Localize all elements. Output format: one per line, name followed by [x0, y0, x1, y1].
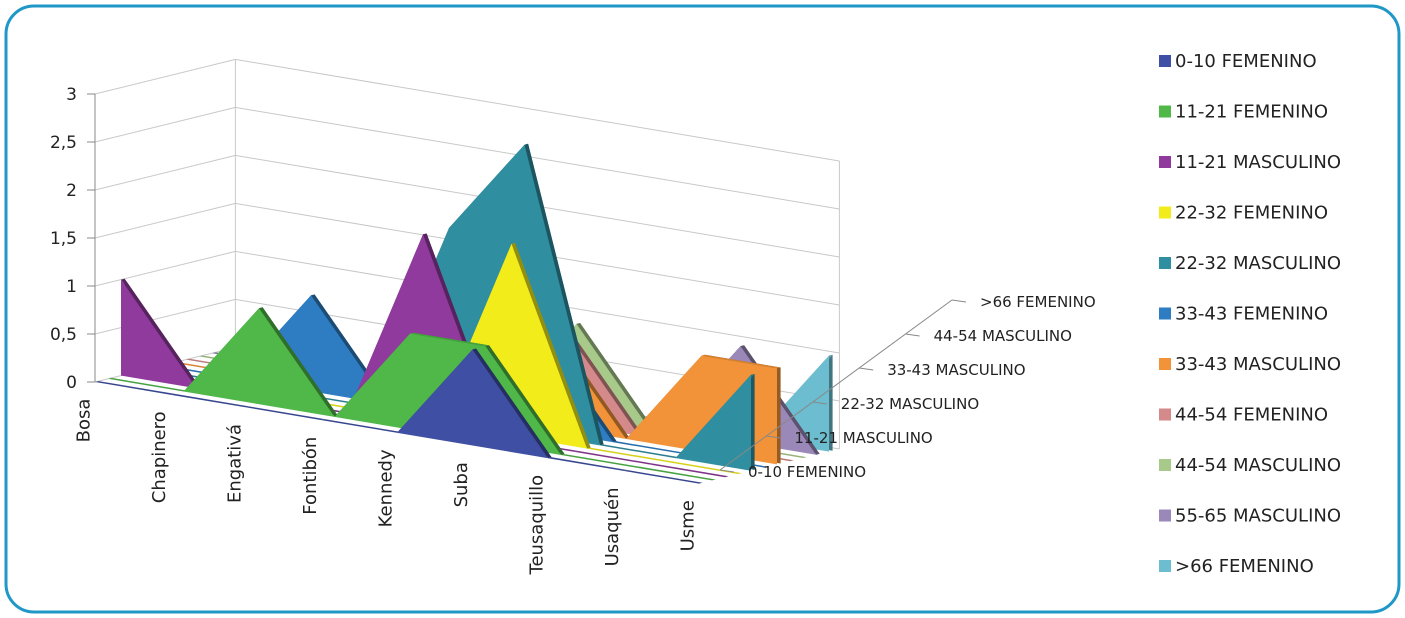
area-top-strip: [524, 143, 604, 446]
chart-border: [4, 4, 1401, 614]
legend-entry: 22-32 MASCULINO: [1159, 253, 1341, 274]
y-tick-label: 2: [66, 181, 77, 201]
legend-entry: 11-21 FEMENINO: [1159, 102, 1328, 123]
legend-label: 11-21 MASCULINO: [1175, 152, 1341, 173]
depth-tick-label: 22-32 MASCULINO: [841, 395, 979, 413]
legend-entry: 44-54 MASCULINO: [1159, 455, 1341, 476]
legend-swatch: [1159, 206, 1171, 219]
area-top-strip: [587, 447, 667, 462]
area-top-strip: [613, 441, 693, 455]
x-category-label: Fontibón: [300, 437, 321, 515]
legend-entry: 55-65 MASCULINO: [1159, 506, 1341, 527]
legend-swatch: [1159, 560, 1171, 572]
legend-swatch: [1159, 307, 1171, 320]
legend-entry: 0-10 FEMENINO: [1159, 51, 1317, 72]
area-top-strip: [649, 463, 729, 478]
area-top-strip: [600, 444, 680, 459]
area-top-strip: [511, 243, 591, 449]
legend-swatch: [1159, 105, 1171, 118]
legend-entry: 44-54 FEMENINO: [1159, 405, 1328, 426]
series-0-10 FEMENINO: [94, 348, 703, 484]
legend-label: 22-32 MASCULINO: [1175, 253, 1341, 274]
legend-label: 22-32 FEMENINO: [1175, 203, 1328, 224]
depth-tick-mark: [719, 469, 735, 473]
depth-tick-label: 11-21 MASCULINO: [794, 429, 932, 447]
x-category-label: Usme: [677, 500, 698, 551]
area-top-strip: [561, 454, 641, 468]
y-tick-label: 1,5: [50, 229, 77, 249]
depth-tick-mark: [951, 299, 967, 303]
legend-entry: >66 FEMENINO: [1159, 556, 1314, 577]
legend-entry: 22-32 FEMENINO: [1159, 203, 1328, 224]
x-category-label: Usaquén: [602, 488, 623, 567]
legend-swatch: [1159, 156, 1171, 168]
legend-swatch: [1159, 459, 1171, 471]
area-top-strip: [259, 307, 339, 417]
legend-entry: 33-43 FEMENINO: [1159, 304, 1328, 325]
legend: 0-10 FEMENINO 11-21 FEMENINO 11-21 MASCULI…: [1159, 51, 1341, 577]
depth-tick-label: 0-10 FEMENINO: [748, 463, 866, 481]
legend-label: 33-43 MASCULINO: [1175, 354, 1341, 375]
area-top-strip: [321, 419, 401, 433]
legend-entry: 33-43 MASCULINO: [1159, 354, 1341, 375]
depth-tick-label: 44-54 MASCULINO: [934, 327, 1072, 345]
area-top-strip: [410, 332, 490, 347]
x-category-label: Chapinero: [149, 411, 170, 503]
area-top-strip: [701, 354, 781, 369]
y-tick-label: 1: [66, 277, 77, 297]
area-top-strip: [574, 450, 654, 465]
y-tick-label: 0,5: [50, 325, 77, 345]
legend-swatch: [1159, 509, 1171, 522]
depth-axis: [719, 299, 953, 471]
legend-swatch: [1159, 408, 1171, 421]
x-category-label: Suba: [451, 462, 472, 507]
area-top-strip: [636, 466, 716, 481]
legend-entry: 11-21 MASCULINO: [1159, 152, 1341, 173]
area-top-strip: [576, 323, 656, 433]
area-top-strip: [170, 393, 250, 408]
area-top-strip: [108, 377, 188, 392]
legend-label: 11-21 FEMENINO: [1175, 102, 1328, 123]
area-top-strip: [121, 278, 201, 389]
legend-label: 33-43 FEMENINO: [1175, 304, 1328, 325]
area-top-strip: [485, 345, 565, 455]
area-top-strip: [563, 326, 643, 436]
series-11-21 FEMENINO: [107, 307, 716, 481]
depth-tick-mark: [905, 333, 920, 337]
area-front-face: [108, 308, 712, 481]
legend-swatch: [1159, 358, 1171, 370]
legend-swatch: [1159, 55, 1171, 67]
depth-tick-mark: [766, 435, 781, 439]
area-front-face: [160, 295, 764, 468]
legend-label: 0-10 FEMENINO: [1175, 51, 1317, 72]
area-top-strip: [548, 457, 628, 471]
y-tick-label: 0: [66, 373, 77, 393]
area-top-strip: [472, 348, 552, 459]
area-top-strip: [246, 406, 326, 421]
depth-tick-mark: [859, 367, 874, 371]
plot-area: 0 0,5 1 1,5 2 2,5 3 Bosa Chapinero Engativá Fontib…: [50, 58, 1096, 576]
depth-tick-label: >66 FEMENINO: [980, 293, 1096, 311]
x-category-label: Teusaquillo: [526, 475, 547, 576]
gridline: [94, 58, 840, 162]
y-tick-label: 3: [66, 85, 77, 105]
area-top-strip: [95, 381, 175, 395]
depth-tick-label: 33-43 MASCULINO: [887, 361, 1025, 379]
legend-label: 55-65 MASCULINO: [1175, 506, 1341, 527]
legend-label: >66 FEMENINO: [1175, 556, 1314, 577]
depth-tick-mark: [812, 401, 827, 405]
legend-label: 44-54 FEMENINO: [1175, 405, 1328, 426]
legend-swatch: [1159, 257, 1171, 269]
legend-label: 44-54 MASCULINO: [1175, 455, 1341, 476]
x-category-label: Bosa: [73, 399, 94, 443]
x-category-label: Engativá: [224, 424, 245, 503]
y-tick-label: 2,5: [50, 133, 77, 153]
x-category-label: Kennedy: [375, 449, 396, 527]
area-top-strip: [623, 470, 703, 484]
